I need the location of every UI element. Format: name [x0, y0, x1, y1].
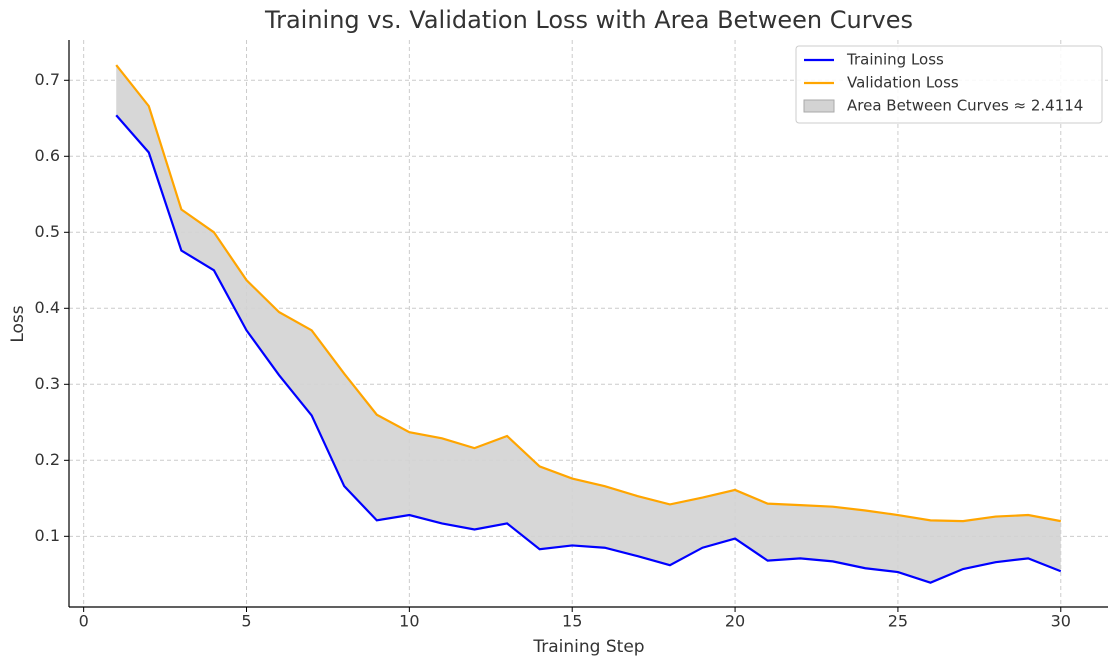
- legend-label: Training Loss: [846, 51, 944, 69]
- y-tick-label: 0.2: [35, 450, 60, 469]
- x-tick-label: 20: [725, 612, 745, 631]
- x-tick-label: 10: [399, 612, 419, 631]
- y-tick-label: 0.4: [35, 298, 60, 317]
- x-tick-label: 30: [1051, 612, 1071, 631]
- x-tick-label: 15: [562, 612, 582, 631]
- y-tick-label: 0.3: [35, 374, 60, 393]
- legend-label: Validation Loss: [847, 74, 959, 92]
- legend-swatch: [803, 99, 835, 113]
- y-tick-label: 0.5: [35, 222, 60, 241]
- y-axis-label: Loss: [8, 305, 28, 342]
- chart-title: Training vs. Validation Loss with Area B…: [264, 6, 913, 34]
- y-tick-label: 0.6: [35, 146, 60, 165]
- x-tick-label: 0: [79, 612, 89, 631]
- x-tick-label: 25: [888, 612, 908, 631]
- y-tick-label: 0.1: [35, 526, 60, 545]
- x-tick-label: 5: [241, 612, 251, 631]
- area-between: [116, 65, 1061, 583]
- legend-label: Area Between Curves ≈ 2.4114: [847, 97, 1083, 115]
- legend-box: [795, 45, 1103, 124]
- line-series: [115, 64, 1061, 523]
- line-series: [115, 114, 1062, 584]
- y-tick-label: 0.7: [35, 70, 60, 89]
- x-axis-label: Training Step: [532, 637, 644, 657]
